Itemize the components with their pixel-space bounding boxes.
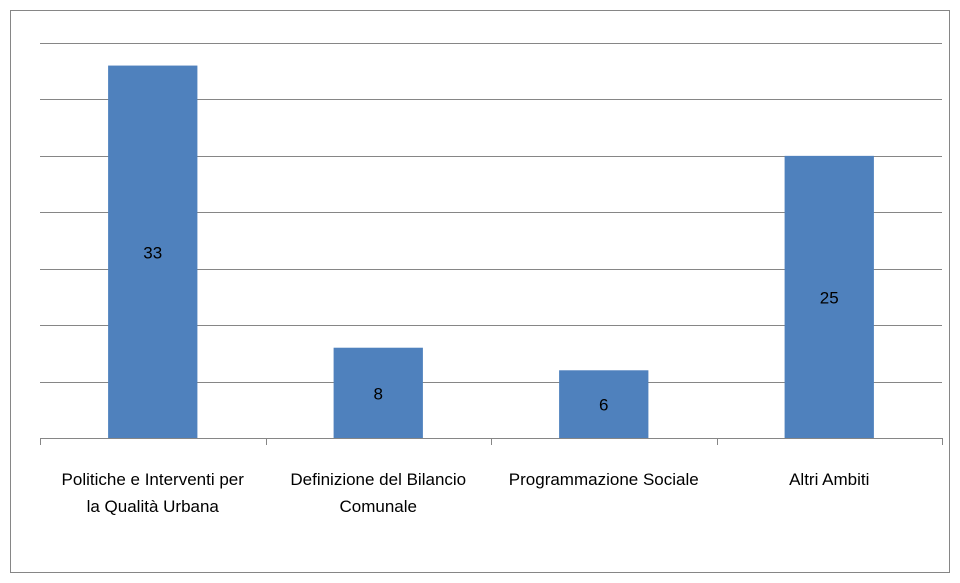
data-label: 8 [374,384,383,403]
x-tick-label: Politiche e Interventi per la Qualità Ur… [61,470,244,516]
x-tick-label: Programmazione Sociale [508,470,699,489]
data-label: 33 [143,243,162,262]
x-tick-label: Altri Ambiti [789,470,870,489]
bar [333,347,423,438]
x-tick-label: Definizione del Bilancio Comunale [290,470,467,516]
data-label: 25 [820,288,839,307]
bar [559,370,649,438]
data-label: 6 [599,396,608,415]
bar [108,65,198,439]
bar [784,155,874,438]
